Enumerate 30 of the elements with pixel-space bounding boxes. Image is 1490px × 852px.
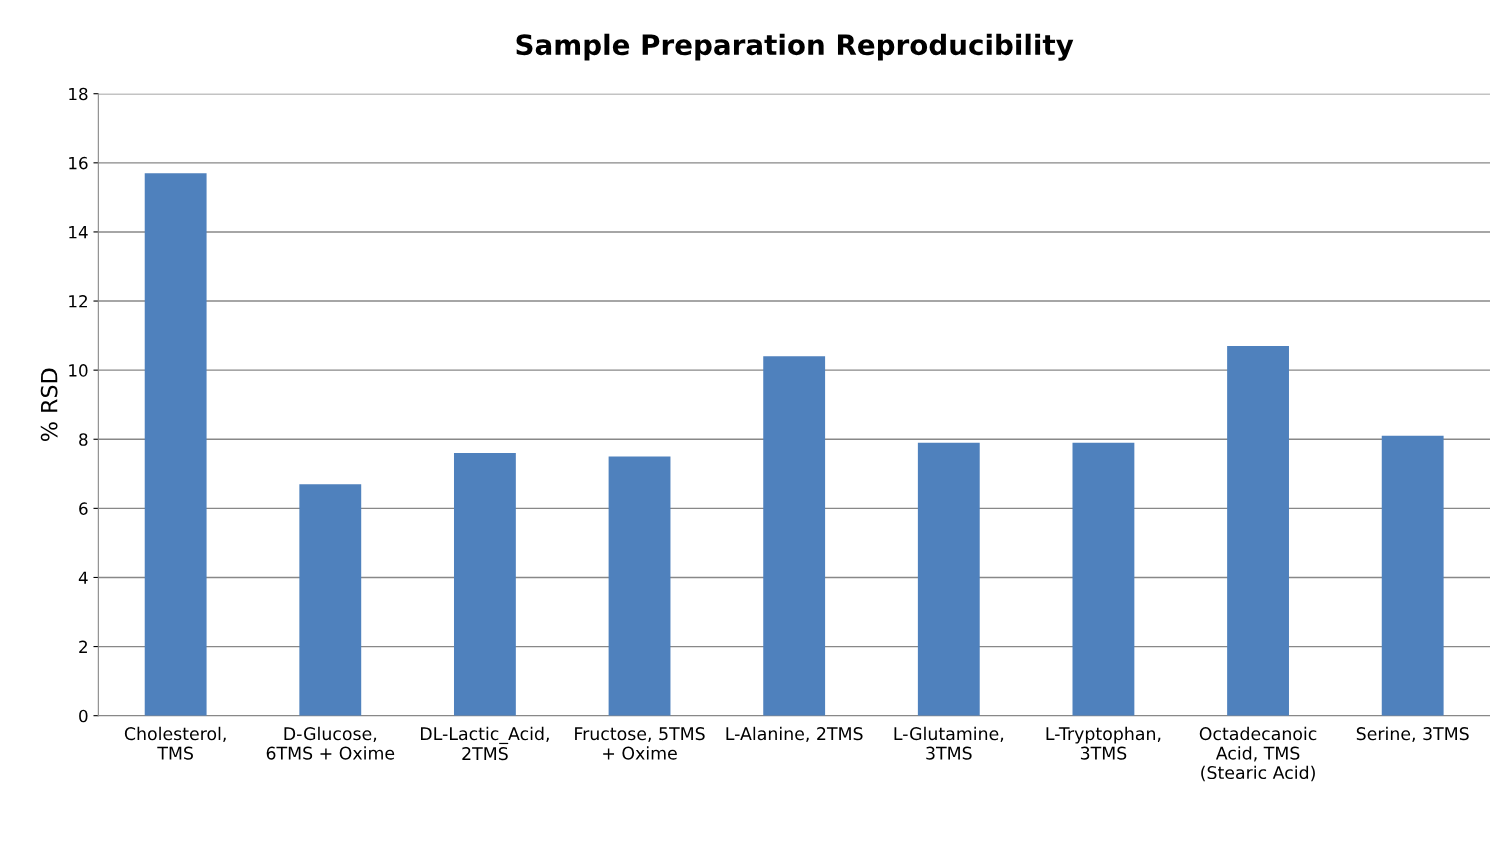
x-tick-label: L-Glutamine, 3TMS (894, 726, 1004, 760)
bar (299, 484, 362, 716)
y-tick-label: 2 (79, 640, 87, 653)
bar (1381, 435, 1444, 716)
y-tick-label: 0 (79, 709, 88, 723)
bar (608, 456, 671, 716)
bar (917, 442, 980, 716)
y-tick-label: 8 (79, 433, 88, 446)
x-tick-label: Cholesterol, TMS (124, 726, 226, 760)
y-axis-title: % RSD (40, 368, 58, 441)
x-tick-label: Octadecanoic Acid, TMS (Stearic Acid) (1199, 726, 1317, 782)
bar (144, 173, 207, 716)
x-tick-label: D-Glucose, 6TMS + Oxime (266, 726, 395, 760)
y-tick-label: 18 (69, 87, 88, 101)
bar (1072, 442, 1135, 716)
y-tick-label: 16 (69, 156, 88, 170)
chart-title: Sample Preparation Reproducibility (516, 33, 1074, 61)
y-tick-label: 10 (69, 364, 88, 377)
x-tick-label: L-Tryptophan, 3TMS (1046, 726, 1161, 760)
y-tick-label: 6 (79, 502, 88, 515)
bar (453, 453, 516, 716)
bar (1227, 345, 1289, 716)
y-tick-label: 14 (69, 226, 88, 239)
bar (763, 356, 826, 716)
x-tick-label: DL-Lactic_Acid, 2TMS (421, 726, 549, 761)
x-tick-label: Serine, 3TMS (1356, 726, 1469, 742)
x-tick-label: L-Alanine, 2TMS (726, 726, 863, 742)
x-tick-label: Fructose, 5TMS + Oxime (575, 727, 705, 760)
y-tick-label: 12 (69, 295, 87, 308)
y-tick-label: 4 (78, 571, 88, 584)
